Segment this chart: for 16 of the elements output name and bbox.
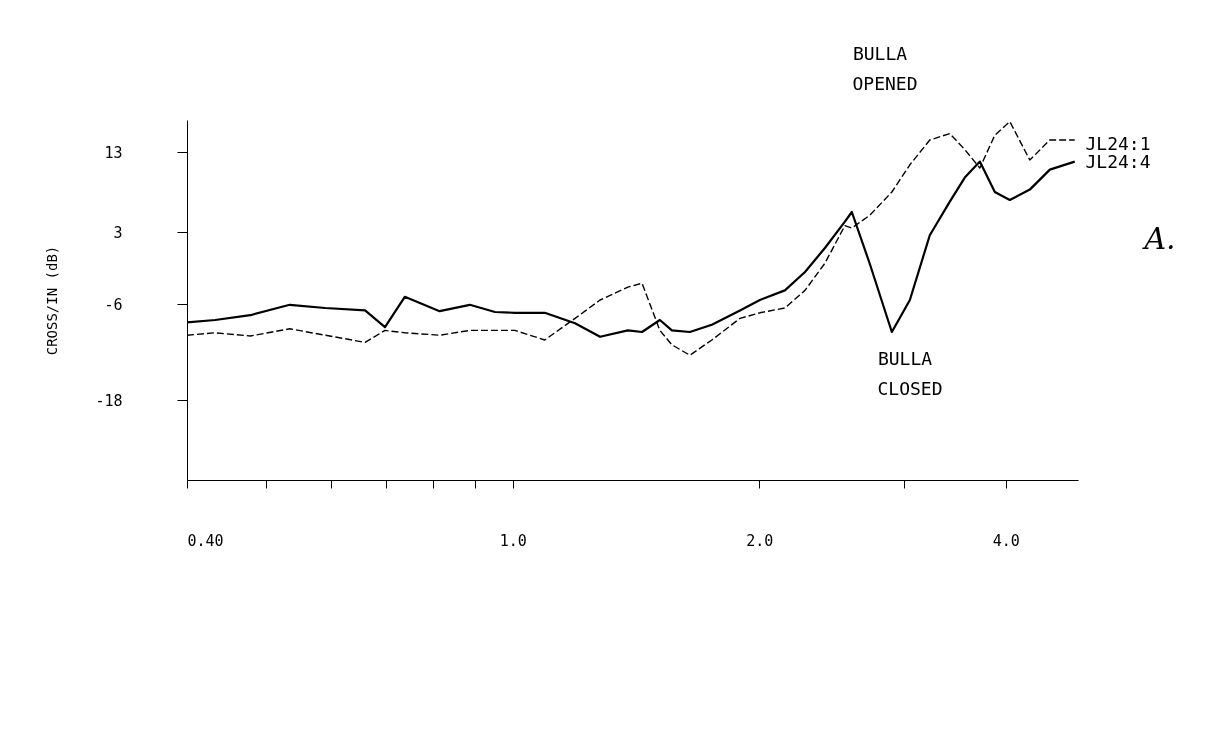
x-tick-label: 2.0	[746, 531, 774, 550]
x-tick-label: 1.0	[499, 531, 527, 550]
y-tick-label: 13	[104, 143, 123, 162]
annotation: CLOSED	[877, 378, 943, 399]
y-axis-title: CROSS/IN (dB)	[44, 245, 61, 356]
text: JL24:4	[1085, 151, 1151, 172]
text: A.	[1141, 221, 1176, 256]
annotation: BULLA	[877, 348, 933, 369]
y-tick-label: -6	[104, 295, 123, 314]
y-tick-label: 3	[113, 223, 123, 242]
x-tick-label: 0.40	[187, 531, 224, 550]
y-tick-label: -18	[95, 391, 123, 410]
x-tick-label: 4.0	[992, 531, 1020, 550]
text: OPENED	[852, 73, 918, 94]
text: JL24:1	[1085, 133, 1151, 154]
text: BULLA	[852, 43, 908, 64]
